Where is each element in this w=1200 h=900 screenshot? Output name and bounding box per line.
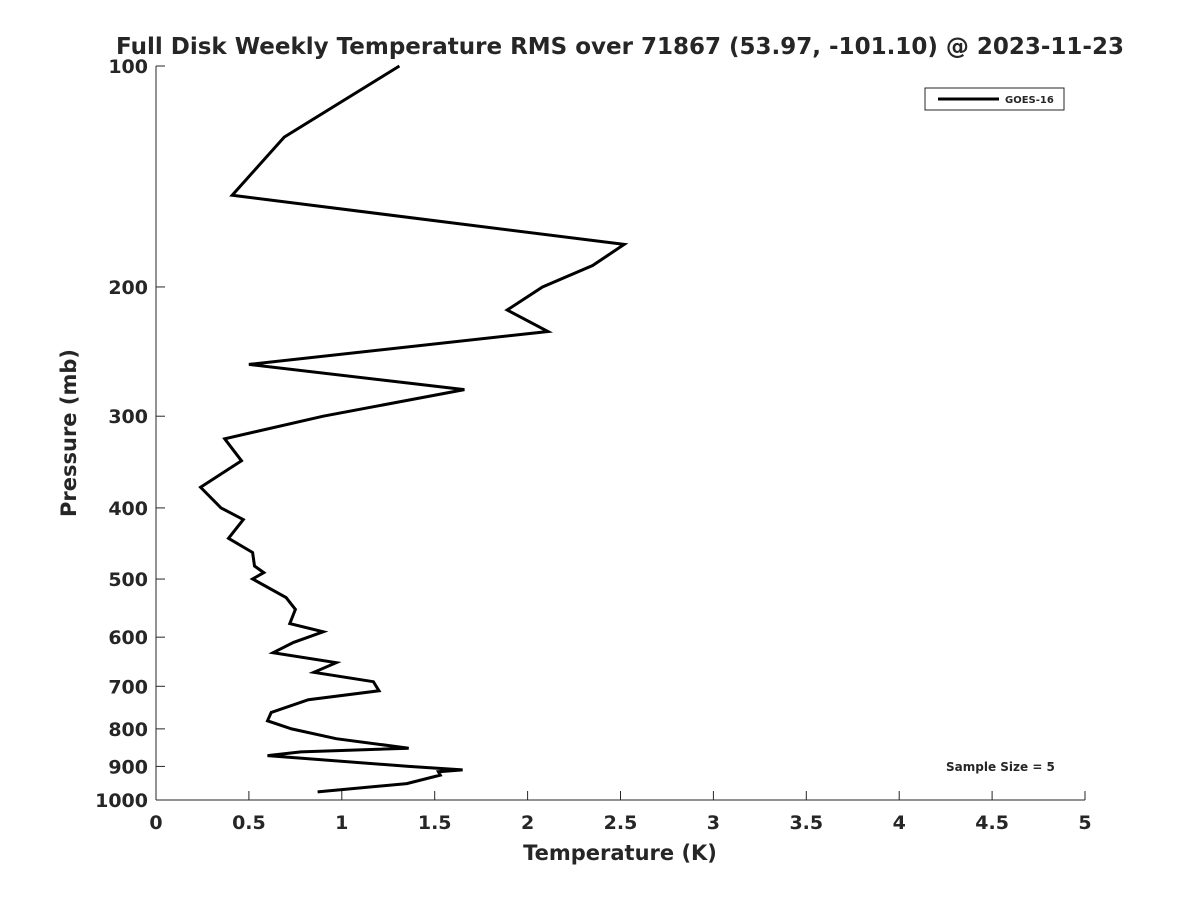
x-tick-label: 1: [335, 812, 348, 834]
x-tick-label: 4: [893, 812, 906, 834]
y-tick-label: 800: [108, 719, 148, 741]
x-tick-label: 0.5: [232, 812, 266, 834]
x-tick-label: 1.5: [418, 812, 452, 834]
y-tick-label: 300: [108, 406, 148, 428]
x-axis-ticks: 0 0.5 1 1.5 2 2.5 3 3.5 4 4.5 5: [149, 791, 1092, 834]
legend: GOES-16: [924, 87, 1065, 111]
y-tick-label: 200: [108, 277, 148, 299]
chart-title: Full Disk Weekly Temperature RMS over 71…: [116, 34, 1124, 60]
series-line-goes-16: [198, 64, 629, 794]
x-tick-label: 3.5: [789, 812, 823, 834]
x-axis-label: Temperature (K): [523, 841, 717, 865]
y-tick-label: 700: [108, 676, 148, 698]
y-tick-label: 1000: [95, 790, 148, 812]
y-tick-label: 100: [108, 56, 148, 78]
x-tick-label: 3: [707, 812, 720, 834]
x-tick-label: 5: [1078, 812, 1091, 834]
y-tick-label: 500: [108, 569, 148, 591]
x-tick-label: 4.5: [975, 812, 1009, 834]
axes: [155, 66, 1085, 801]
x-tick-label: 2: [521, 812, 534, 834]
sample-size-annotation: Sample Size = 5: [946, 760, 1055, 774]
y-tick-label: 400: [108, 498, 148, 520]
x-tick-label: 2.5: [604, 812, 638, 834]
series-group: [198, 64, 629, 794]
x-tick-label: 0: [149, 812, 162, 834]
y-tick-label: 600: [108, 627, 148, 649]
legend-label-goes-16: GOES-16: [1005, 95, 1054, 106]
y-axis-ticks: 100 200 300 400 500 600 700 800 900 1000: [95, 56, 165, 812]
y-axis-label: Pressure (mb): [57, 349, 81, 517]
y-tick-label: 900: [108, 756, 148, 778]
